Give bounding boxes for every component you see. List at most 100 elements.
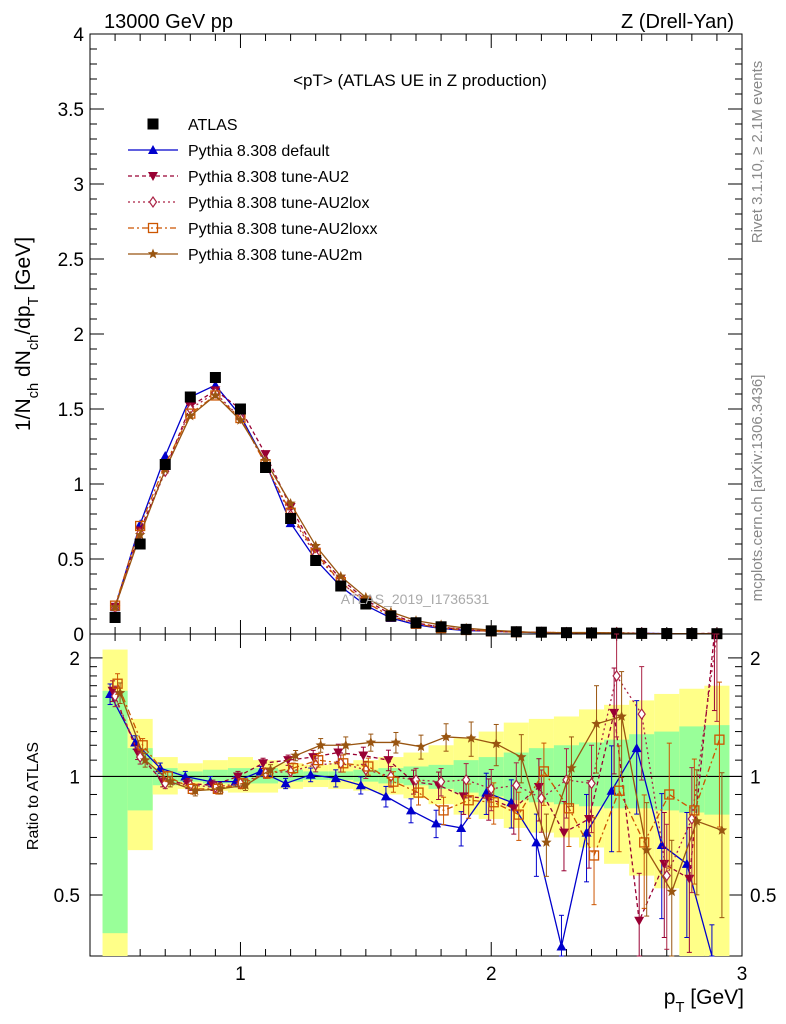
ratio-y-axis-title: Ratio to ATLAS (25, 742, 42, 850)
ratio-y-tick-label: 2 (69, 649, 80, 670)
ratio-point (165, 776, 176, 787)
data-point (410, 617, 422, 629)
ratio-point (716, 824, 728, 835)
legend-label: Pythia 8.308 tune-AU2 (188, 169, 349, 186)
header-right: Z (Drell-Yan) (621, 11, 734, 33)
ratio-point (616, 711, 627, 721)
ratio-point (340, 739, 351, 750)
ratio-point (641, 844, 652, 855)
legend-label: Pythia 8.308 tune-AU2lox (188, 195, 369, 212)
ratio-point (631, 743, 642, 753)
ratio-series-2 (110, 633, 720, 950)
x-tick-label: 2 (486, 964, 497, 985)
data-point (159, 459, 171, 470)
legend-marker (147, 248, 159, 259)
data-point (435, 621, 447, 633)
ratio-y-tick-label-right: 1 (750, 767, 761, 788)
band-stat (654, 731, 680, 811)
ratio-point (591, 718, 602, 729)
ratio-point (287, 762, 299, 774)
y-tick-label: 1.5 (58, 400, 84, 421)
legend-item: Pythia 8.308 tune-AU2loxx (128, 221, 377, 238)
ratio-point (315, 739, 326, 750)
ratio-point (265, 764, 276, 775)
data-point (209, 372, 221, 383)
ratio-point (541, 836, 552, 847)
ratio-axis-title-text: Ratio to ATLAS (25, 742, 42, 850)
ratio-point (436, 775, 446, 788)
ratio-point (588, 850, 600, 861)
y-tick-label: 1 (73, 475, 84, 496)
uncertainty-bands (102, 649, 730, 956)
legend-marker (148, 145, 158, 154)
data-point (611, 627, 623, 639)
chart-title: <pT> (ATLAS UE in Z production) (293, 71, 547, 90)
ratio-point (456, 822, 467, 832)
data-point (510, 626, 522, 638)
data-point (234, 403, 246, 415)
ratio-point (355, 780, 366, 790)
ratio-point (563, 803, 575, 814)
ratio-point (388, 776, 399, 787)
ratio-point (305, 769, 316, 779)
legend-label: Pythia 8.308 default (188, 143, 330, 160)
ratio-point (258, 759, 269, 769)
ratio-point (463, 795, 474, 806)
ratio-panel: 1 2 3 0.5 0.5 1 1 2 2 (54, 633, 776, 985)
ratio-point (365, 736, 377, 747)
ratio-point (566, 762, 577, 773)
y-tick-label: 3 (73, 175, 84, 196)
ratio-point (112, 678, 123, 689)
data-point (560, 627, 572, 639)
data-point (310, 555, 322, 566)
series-point (160, 451, 171, 461)
legend-marker (148, 172, 158, 181)
ratio-point (137, 740, 148, 751)
ratio-point (666, 886, 677, 897)
ratio-y-tick-label-right: 0.5 (750, 886, 776, 907)
data-point (360, 598, 372, 610)
y-tick-label: 4 (73, 25, 84, 46)
ratio-point (556, 941, 567, 951)
ratio-point (488, 797, 499, 808)
legend-item: Pythia 8.308 tune-AU2lox (128, 195, 369, 212)
ratio-point (363, 761, 374, 772)
ratio-point (558, 828, 569, 838)
data-point (460, 623, 472, 635)
ratio-point (587, 777, 596, 790)
data-point (385, 610, 397, 622)
data-point (109, 612, 121, 623)
ratio-point (114, 687, 126, 698)
series-point (335, 570, 346, 581)
series-point (310, 540, 321, 551)
x-tick-label: 3 (737, 964, 748, 985)
ratio-point (240, 779, 251, 790)
ratio-point (465, 732, 477, 743)
ratio-point (431, 818, 442, 828)
y-tick-label: 0 (73, 625, 84, 646)
ratio-point (413, 787, 424, 798)
ratio-point (338, 758, 349, 769)
ratio-point (190, 785, 201, 796)
data-point (260, 462, 272, 473)
ratio-y-tick-label-right: 2 (750, 649, 761, 670)
ratio-y-tick-label: 1 (69, 767, 80, 788)
ratio-point (689, 805, 700, 816)
ratio-point (390, 736, 402, 747)
ratio-point (637, 708, 646, 721)
y-axis-title-text: 1/Nch dNch/dpT [GeV] (12, 237, 42, 431)
series-point (260, 455, 271, 466)
watermark: ATLAS_2019_I1736531 (341, 591, 490, 607)
data-point (485, 625, 497, 637)
y-tick-label: 2.5 (58, 250, 84, 271)
ratio-point (232, 772, 243, 782)
ratio-point (634, 916, 645, 926)
side-label-top: Rivet 3.1.10, ≥ 2.1M events (749, 61, 766, 244)
series-point (285, 498, 296, 508)
series-point (260, 450, 271, 460)
ratio-point (461, 773, 471, 786)
ratio-point (516, 751, 527, 762)
legend-marker (147, 118, 159, 130)
series-point (109, 601, 121, 612)
data-point (586, 627, 598, 639)
